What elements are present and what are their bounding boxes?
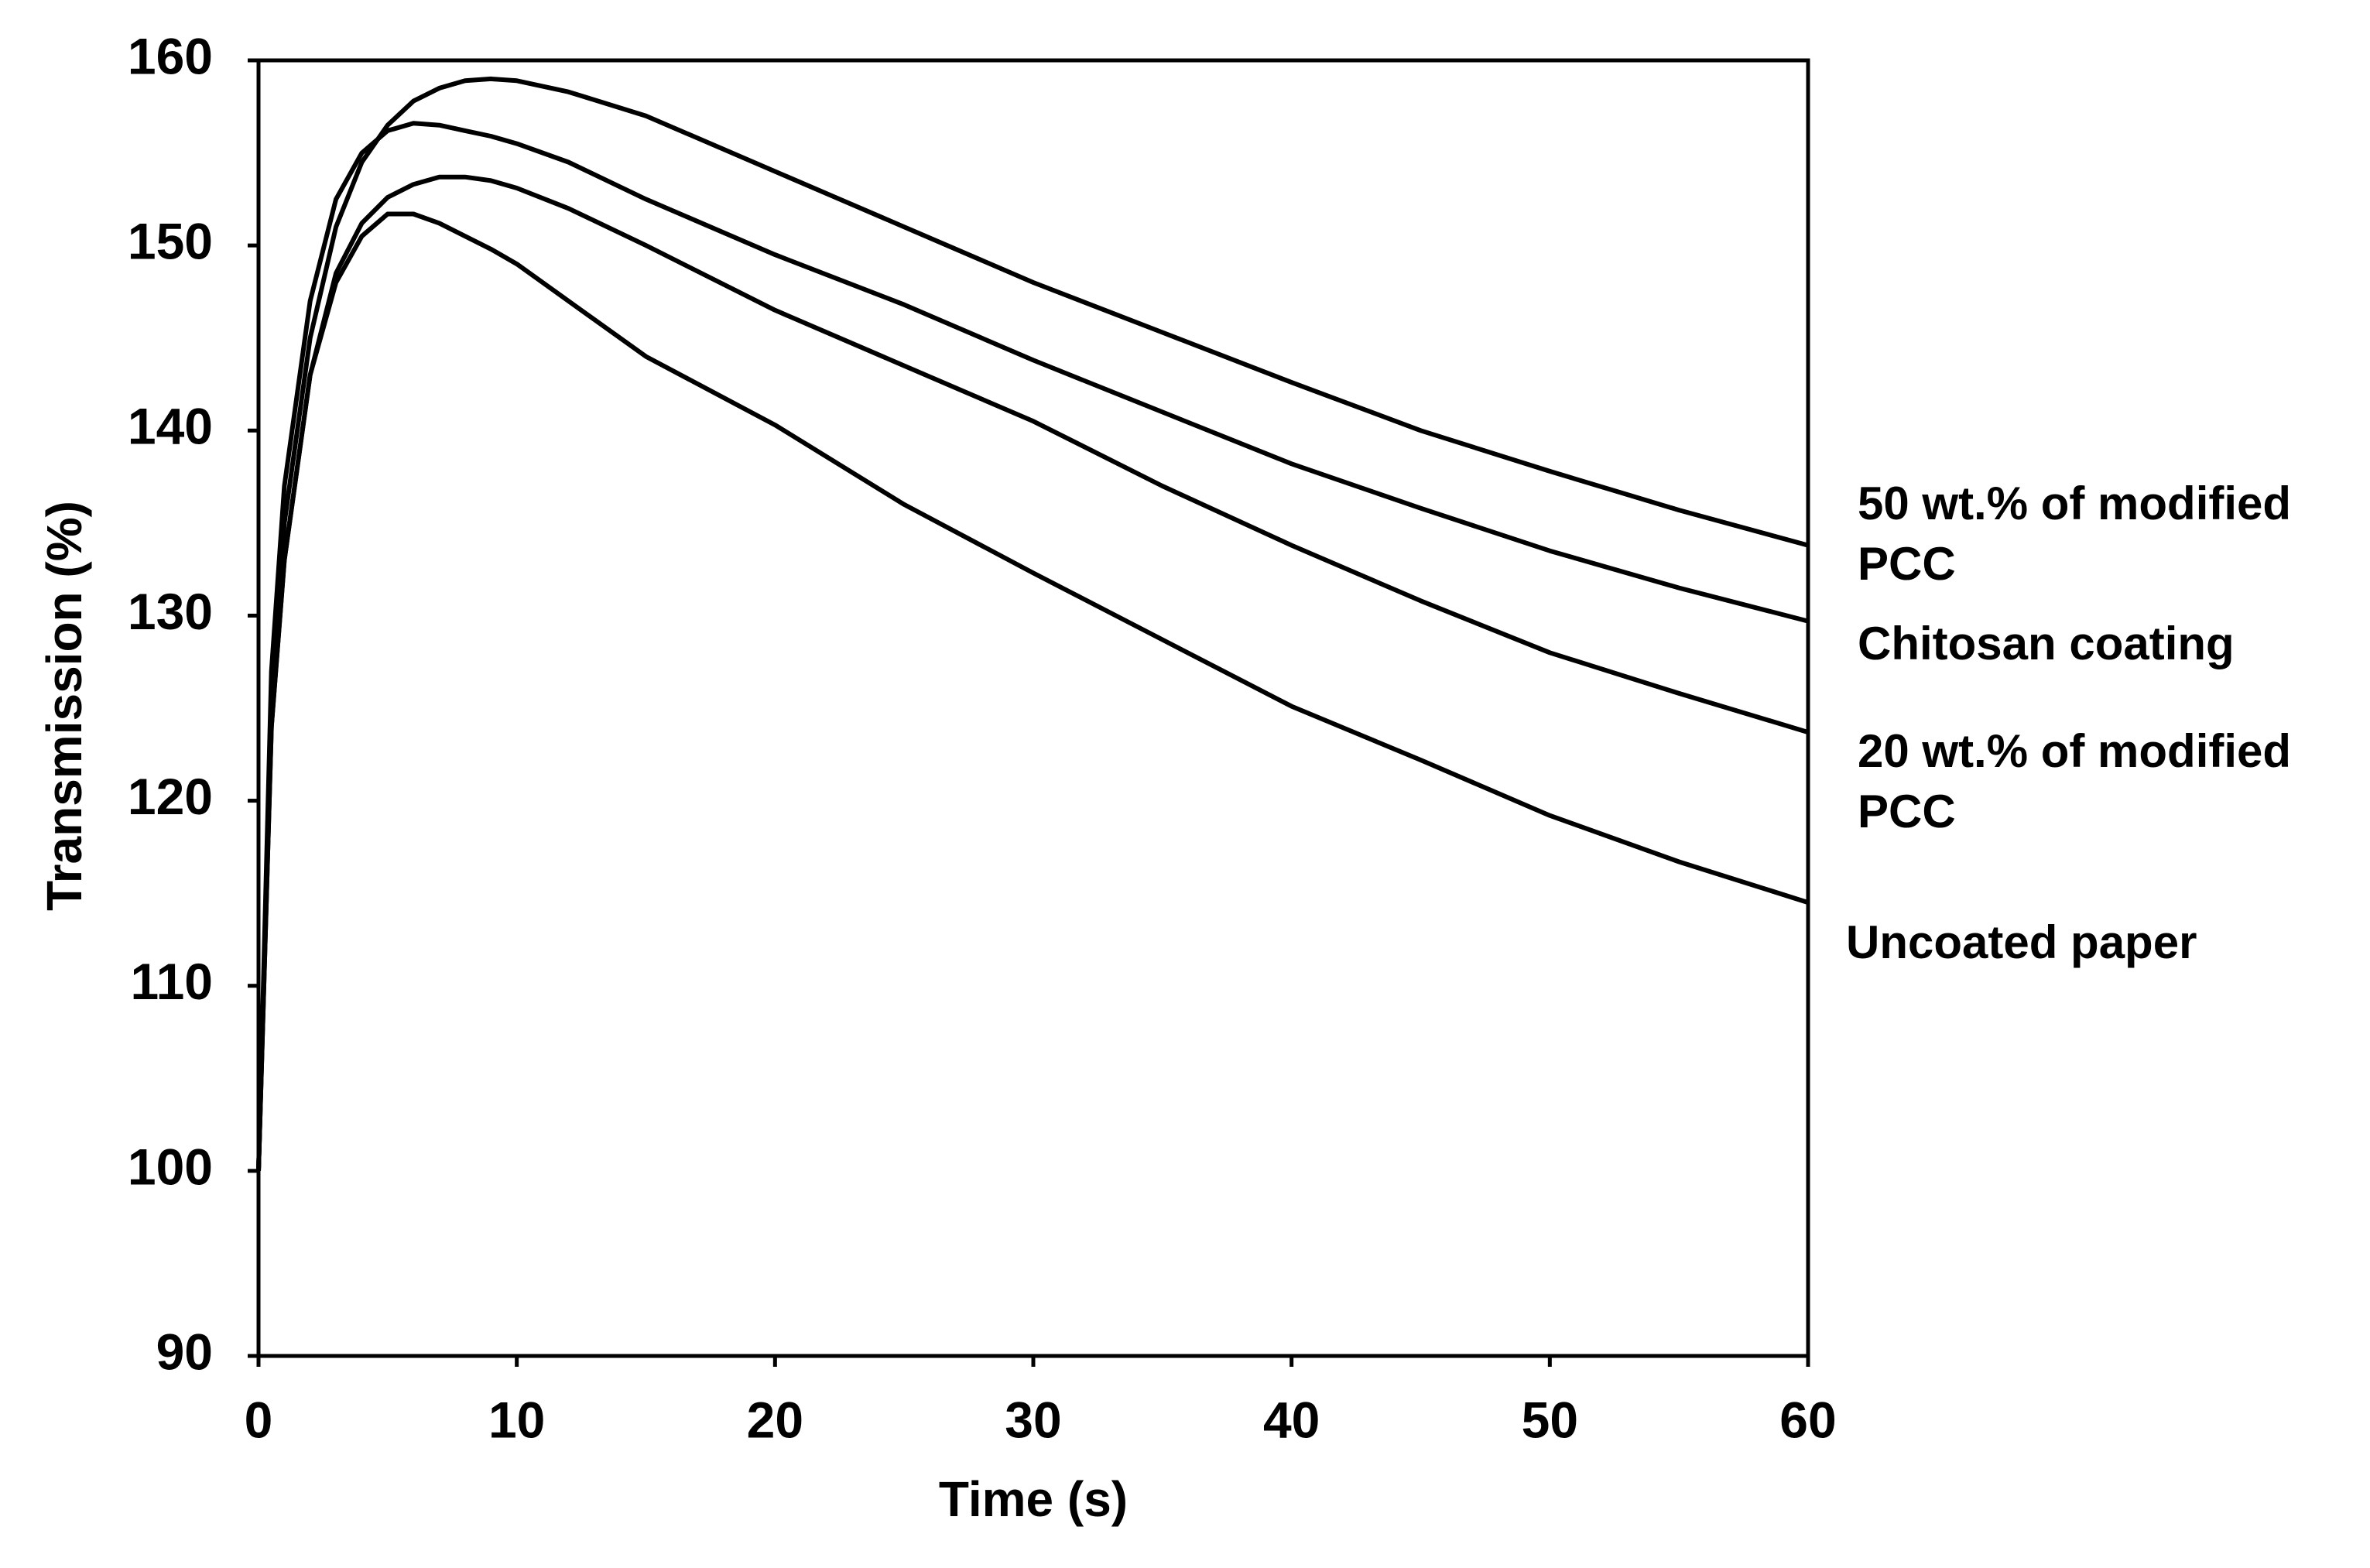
- series-line: [256, 174, 1809, 1171]
- y-tick-label: 150: [128, 213, 213, 270]
- y-tick-label: 120: [128, 768, 213, 825]
- y-tick-label: 140: [128, 398, 213, 455]
- series-label: Uncoated paper: [1846, 916, 2197, 968]
- x-tick-label: 20: [747, 1391, 803, 1448]
- x-tick-label: 60: [1779, 1391, 1836, 1448]
- x-tick-label: 10: [488, 1391, 545, 1448]
- series-label: Chitosan coating: [1858, 618, 2235, 669]
- series-line: [256, 121, 1809, 1171]
- plot-frame: [256, 58, 1810, 1358]
- series-line: [256, 76, 1809, 1171]
- x-tick-label: 0: [245, 1391, 273, 1448]
- x-tick-label: 30: [1005, 1391, 1061, 1448]
- y-tick-label: 90: [156, 1323, 213, 1380]
- y-axis-title: Transmission (%): [36, 501, 92, 911]
- y-tick-label: 110: [131, 953, 213, 1010]
- y-tick-label: 100: [128, 1138, 213, 1195]
- series-label: 50 wt.% of modified PCC: [1858, 478, 2292, 590]
- x-axis-title: Time (s): [939, 1471, 1128, 1527]
- x-tick-label: 50: [1522, 1391, 1578, 1448]
- y-tick-label: 160: [128, 27, 213, 84]
- y-tick-label: 130: [128, 583, 213, 640]
- x-tick-label: 40: [1263, 1391, 1320, 1448]
- series-line: [256, 211, 1809, 1171]
- series-label: 20 wt.% of modified PCC: [1858, 725, 2292, 837]
